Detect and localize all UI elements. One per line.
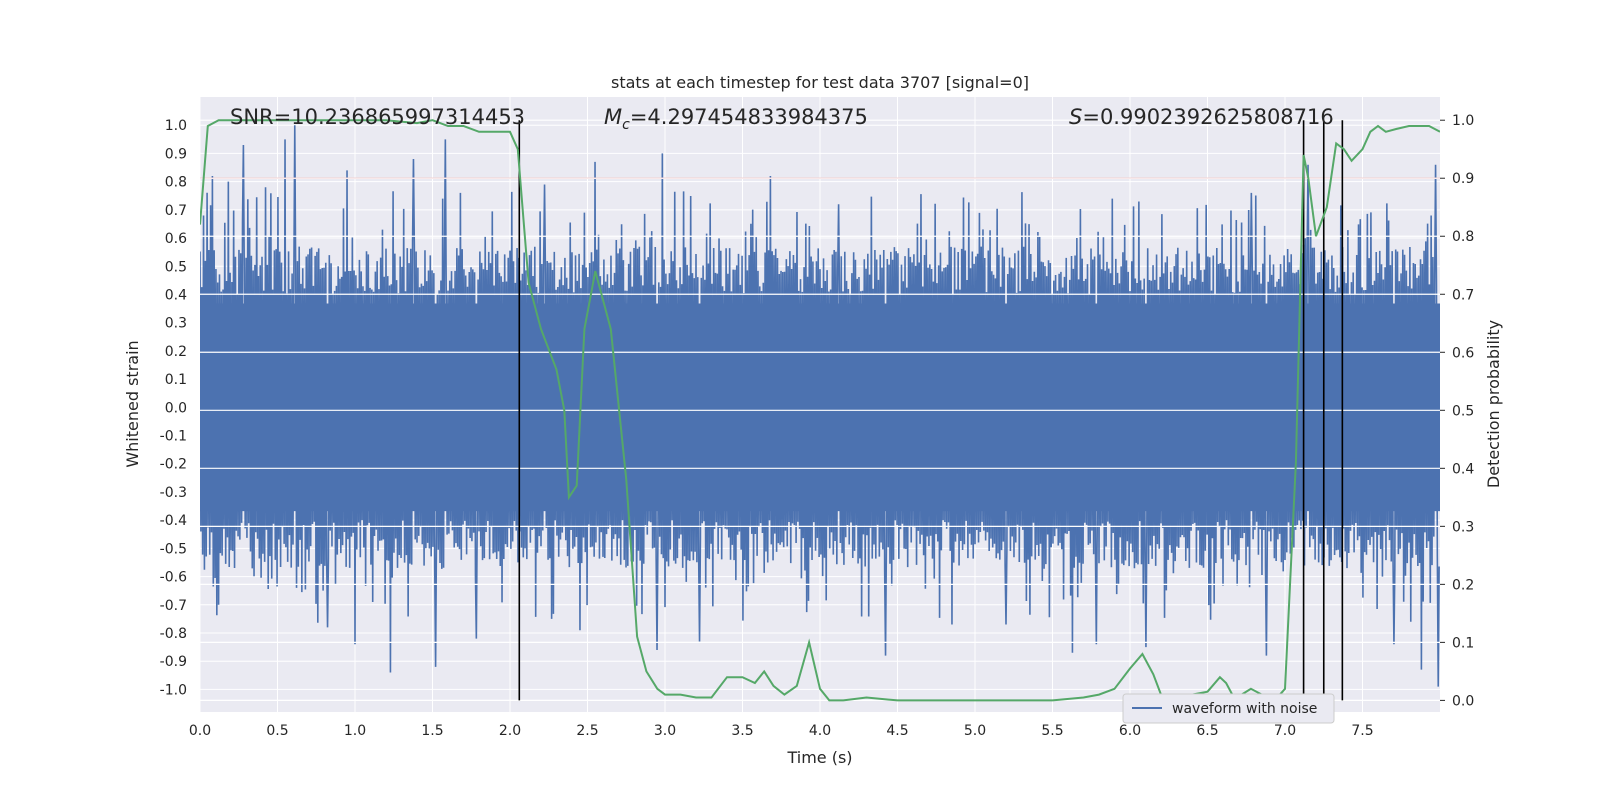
y-right-tick-label: 0.3 [1452,519,1474,535]
y-axis-label-right: Detection probability [1484,320,1503,488]
y-right-tick-label: 0.7 [1452,287,1474,303]
x-tick-label: 3.5 [731,723,753,739]
x-tick-label: 7.5 [1351,723,1373,739]
right-axis-ticks: 1.0 0.9 0.8 0.7 0.6 0.5 0.4 0.3 0.2 0.1 0.0 [1440,113,1474,709]
right-axis-gridlines [200,119,1440,701]
chirp-mass-symbol: M [604,105,622,129]
y-left-tick-label: 0.1 [165,372,187,388]
chart-title: stats at each timestep for test data 370… [611,73,1029,92]
probability-line [200,119,1440,702]
y-left-tick-label: -0.5 [160,541,187,557]
y-left-tick-label: -0.8 [160,626,187,642]
y-right-tick-label: 0.5 [1452,403,1474,419]
y-right-tick-label: 0.8 [1452,229,1474,245]
legend-box [1122,693,1335,724]
y-left-tick-label: 0.8 [165,175,187,191]
y-left-tick-label: 0.0 [165,400,187,416]
y-left-tick-label: -0.1 [160,429,187,445]
x-tick-label: 2.5 [576,723,598,739]
y-right-tick-label: 0.0 [1452,693,1474,709]
x-tick-label: 0.0 [189,723,211,739]
x-tick-label: 1.5 [421,723,443,739]
y-left-tick-label: 0.2 [165,344,187,360]
x-tick-label: 5.5 [1041,723,1063,739]
y-axis-label-left: Whitened strain [123,340,142,467]
chirp-mass-value: =4.297454833984375 [630,105,868,129]
y-left-tick-label: -0.6 [160,570,187,586]
y-left-tick-label: -0.2 [160,457,187,473]
x-tick-label: 6.5 [1196,723,1218,739]
statistic-value: =0.9902392625808716 [1082,105,1333,129]
y-left-tick-label: -0.9 [160,654,187,670]
y-left-tick-label: 1.0 [165,118,187,134]
x-axis-ticks: 0.0 0.5 1.0 1.5 2.0 2.5 3.0 3.5 4.0 4.5 5.0 5.5 6.0 6… [189,723,1374,739]
y-left-tick-label: 0.7 [165,203,187,219]
x-tick-label: 6.0 [1119,723,1141,739]
y-right-tick-label: 0.2 [1452,577,1474,593]
detection-statistic-annotation: S=0.9902392625808716 [1069,105,1334,129]
snr-annotation: SNR=10.236865997314453 [230,105,525,129]
y-left-tick-label: 0.3 [165,316,187,332]
x-tick-label: 3.0 [654,723,676,739]
y-right-tick-label: 0.4 [1452,461,1474,477]
y-left-tick-label: 0.5 [165,259,187,275]
legend-label: waveform with noise [1172,701,1317,717]
y-right-tick-label: 0.9 [1452,171,1474,187]
y-left-tick-label: -0.7 [160,598,187,614]
statistic-symbol: S [1069,105,1082,129]
x-tick-label: 5.0 [964,723,986,739]
x-tick-label: 7.0 [1274,723,1296,739]
y-left-tick-label: 0.9 [165,146,187,162]
x-tick-label: 4.0 [809,723,831,739]
chirp-mass-annotation: Mc=4.297454833984375 [604,105,868,133]
x-axis-label: Time (s) [786,748,852,767]
left-axis-ticks: 1.0 0.9 0.8 0.7 0.6 0.5 0.4 0.3 0.2 0.1 0.0 -0.1 -0.… [160,118,187,698]
y-left-tick-label: -0.3 [160,485,187,501]
chirp-mass-subscript: c [622,117,630,133]
legend: waveform with noise [1122,693,1335,724]
x-tick-label: 0.5 [266,723,288,739]
y-left-tick-label: -1.0 [160,682,187,698]
y-left-tick-label: 0.6 [165,231,187,247]
x-tick-label: 2.0 [499,723,521,739]
y-left-tick-label: -0.4 [160,513,187,529]
y-right-tick-label: 1.0 [1452,113,1474,129]
waveform-core [200,303,1440,512]
y-right-tick-label: 0.6 [1452,345,1474,361]
y-left-tick-label: 0.4 [165,287,187,303]
waveform-series [200,125,1440,687]
x-tick-label: 1.0 [344,723,366,739]
y-right-tick-label: 0.1 [1452,635,1474,651]
x-tick-label: 4.5 [886,723,908,739]
